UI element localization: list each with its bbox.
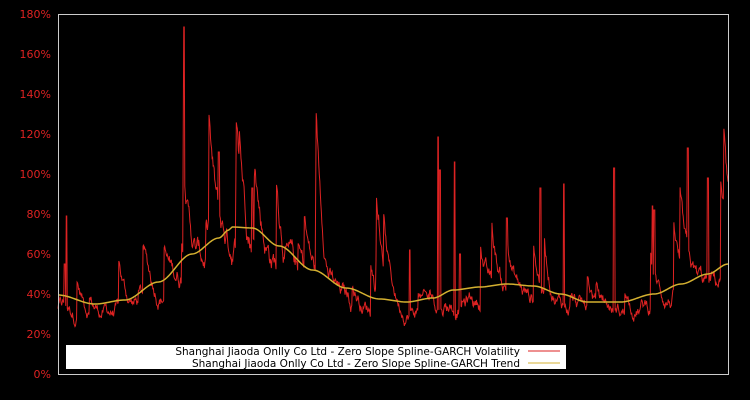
y-tick-label: 100%	[20, 168, 51, 181]
y-tick-label: 0%	[34, 368, 51, 381]
legend-box	[66, 345, 566, 369]
y-tick-label: 120%	[20, 128, 51, 141]
y-tick-label: 160%	[20, 48, 51, 61]
y-tick-label: 140%	[20, 88, 51, 101]
legend: Shanghai Jiaoda Onlly Co Ltd - Zero Slop…	[66, 345, 566, 370]
y-axis-ticks: 0% 20% 40% 60% 80% 100% 120% 140% 160% 180%	[20, 8, 51, 381]
y-tick-label: 80%	[27, 208, 51, 221]
legend-label-volatility: Shanghai Jiaoda Onlly Co Ltd - Zero Slop…	[175, 346, 520, 358]
y-tick-label: 60%	[27, 248, 51, 261]
plot-area	[57, 26, 729, 328]
legend-label-trend: Shanghai Jiaoda Onlly Co Ltd - Zero Slop…	[192, 358, 520, 370]
y-tick-label: 180%	[20, 8, 51, 21]
trend-line	[57, 226, 729, 305]
plot-frame	[58, 14, 729, 375]
volatility-line	[57, 26, 729, 328]
y-tick-label: 20%	[27, 328, 51, 341]
y-tick-label: 40%	[27, 288, 51, 301]
